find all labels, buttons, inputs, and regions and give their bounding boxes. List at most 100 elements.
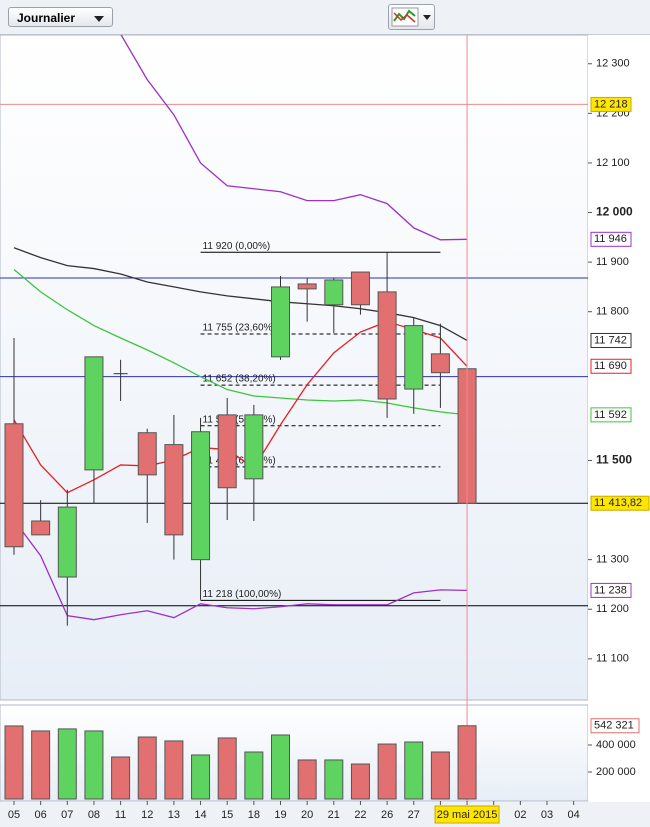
volume-bar — [430, 751, 450, 800]
volume-bar — [350, 763, 370, 800]
y-tick-label: 11 900 — [596, 256, 629, 268]
x-tick-label: 05 — [8, 809, 20, 821]
volume-bar — [31, 730, 51, 800]
volume-bar — [457, 725, 477, 800]
price-label: 12 218 — [594, 98, 628, 110]
candle-body — [271, 286, 290, 358]
indicator-line — [13, 269, 468, 416]
x-tick-label: 27 — [408, 809, 420, 821]
indicator-label: 11 742 — [594, 334, 627, 346]
volume-bar — [4, 725, 24, 800]
y-tick-label: 12 100 — [596, 157, 630, 169]
price-label-box — [590, 96, 632, 112]
indicator-label: 11 592 — [594, 409, 627, 421]
period-label: Journalier — [17, 11, 76, 25]
cursor-label-box — [434, 805, 500, 824]
x-tick-label: 11 — [115, 809, 126, 821]
y-tick-label: 12 300 — [596, 58, 630, 70]
chart: 11 920 (0,00%) 11 755 (23,60%) 11 652 (38,… — [0, 34, 650, 827]
indicator-label: 11 238 — [594, 584, 627, 596]
candle-body — [350, 271, 370, 306]
fibonacci-label: 11 570 (50,00%) — [203, 414, 276, 425]
period-select[interactable]: Journalier — [8, 7, 113, 27]
indicator-label-box — [590, 332, 632, 348]
y-tick-label: 11 200 — [596, 603, 629, 615]
x-tick-label: 14 — [194, 809, 206, 821]
dropdown-arrow — [94, 16, 104, 22]
price-label: 11 413,82 — [594, 497, 642, 509]
volume-bar — [271, 734, 290, 800]
cursor-label: 29 mai 2015 — [437, 809, 498, 821]
candle-body — [377, 291, 397, 400]
plot: 11 920 (0,00%) 11 755 (23,60%) 11 652 (38,… — [0, 35, 588, 626]
indicator-label-box — [590, 231, 632, 247]
volume-bar — [324, 759, 344, 800]
chart-type-button[interactable] — [388, 4, 435, 30]
y-tick-label: 11 100 — [596, 653, 629, 665]
toolbar: Journalier — [0, 0, 650, 35]
date-axis — [0, 802, 650, 827]
volume-bar — [377, 743, 397, 800]
indicator-label-box — [590, 582, 632, 598]
y-tick-label: 11 800 — [596, 306, 629, 318]
candle-body — [31, 520, 51, 536]
volume-bar — [244, 751, 264, 800]
volume-tick-label: 200 000 — [596, 766, 636, 778]
fibonacci-label: 11 487 (61,80%) — [203, 456, 276, 467]
chart-type-icon — [391, 7, 431, 27]
x-tick-label: 12 — [141, 809, 153, 821]
fibonacci-label: 11 652 (38,20%) — [203, 374, 276, 385]
y-tick-label: 11 500 — [596, 453, 632, 467]
fibonacci-label: 11 218 (100,00%) — [203, 589, 282, 600]
candle-body — [244, 414, 264, 480]
x-tick-label: 06 — [35, 809, 47, 821]
x-tick-label: 15 — [221, 809, 233, 821]
volume-bar — [57, 728, 77, 800]
candle-body — [297, 283, 317, 290]
x-tick-label: 26 — [381, 809, 393, 821]
candle-body — [137, 432, 157, 476]
x-tick-label: 18 — [248, 809, 260, 821]
volume-bar — [137, 736, 157, 800]
price-label-box — [590, 495, 650, 511]
volume-bar — [297, 759, 317, 800]
y-tick-label: 11 300 — [596, 554, 629, 566]
volume-label-box — [590, 718, 640, 734]
x-tick-label: 19 — [274, 809, 286, 821]
x-tick-label: 22 — [354, 809, 366, 821]
volume-bar — [111, 756, 131, 800]
indicator-line — [120, 35, 468, 241]
x-tick-label: 21 — [328, 809, 340, 821]
volume-bar — [164, 740, 184, 800]
indicator-label: 11 690 — [594, 360, 627, 372]
x-tick-label: 03 — [541, 809, 553, 821]
fibonacci-label: 11 920 (0,00%) — [203, 241, 271, 252]
candle-body — [191, 431, 211, 561]
x-tick-label: 04 — [568, 809, 580, 821]
volume-bar — [404, 741, 424, 800]
fibonacci-label: 11 755 (23,60%) — [203, 323, 276, 334]
y-tick-label: 12 000 — [596, 205, 633, 219]
volume-bar — [191, 754, 211, 800]
indicator-line — [13, 519, 468, 621]
x-tick-label: 08 — [88, 809, 100, 821]
volume-bar — [84, 730, 104, 800]
volume-bar — [217, 737, 237, 800]
candle-body — [4, 423, 24, 548]
candle-body — [404, 325, 424, 390]
x-tick-label: 07 — [61, 809, 73, 821]
volume-tick-label: 400 000 — [596, 739, 636, 751]
x-tick-label: 20 — [301, 809, 313, 821]
indicator-label-box — [590, 358, 632, 374]
indicator-label-box — [590, 407, 632, 423]
x-tick-label: 13 — [168, 809, 180, 821]
candle-body — [164, 444, 184, 536]
indicator-label: 11 946 — [594, 233, 627, 245]
candle-body — [84, 356, 104, 471]
volume-value-label: 542 321 — [594, 720, 634, 732]
candle-body — [217, 414, 237, 489]
candle-body — [324, 279, 344, 306]
x-tick-label: 02 — [514, 809, 526, 821]
candle-body — [430, 353, 450, 374]
